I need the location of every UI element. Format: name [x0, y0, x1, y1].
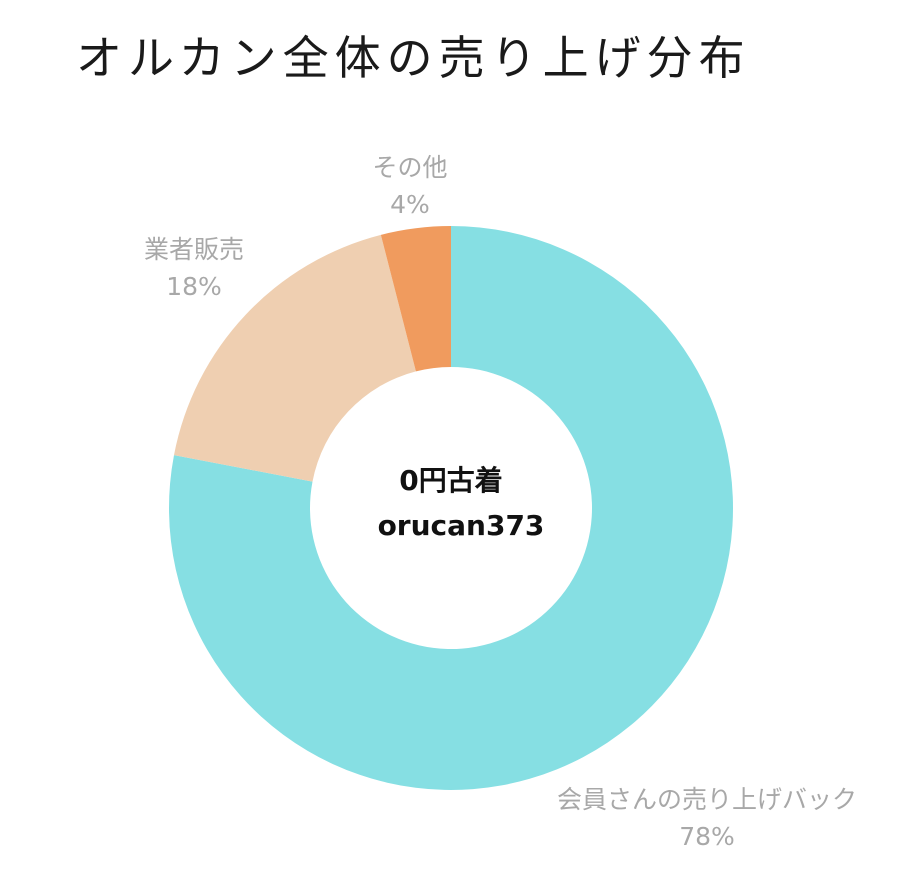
slices-layer — [168, 226, 734, 790]
slice-label-name-1: 業者販売 — [144, 235, 244, 264]
chart-title: オルカン全体の売り上げ分布 — [76, 31, 751, 85]
slice-label-value-0: 78% — [679, 822, 735, 851]
slice-label-name-0: 会員さんの売り上げバック — [557, 785, 857, 814]
center-text-line-2: orucan373 — [378, 509, 545, 542]
slice-label-value-2: 4% — [390, 190, 430, 219]
slice-label-value-1: 18% — [166, 272, 222, 301]
slice-label-name-2: その他 — [372, 153, 447, 182]
slice-2 — [380, 226, 451, 372]
labels-layer: 会員さんの売り上げバック 78% 業者販売 18% その他 4% — [144, 153, 857, 851]
slice-0 — [168, 226, 734, 790]
center-label: 0円古着 orucan373 — [378, 464, 545, 542]
center-text-line-1: 0円古着 — [399, 464, 502, 497]
slice-1 — [173, 234, 416, 482]
